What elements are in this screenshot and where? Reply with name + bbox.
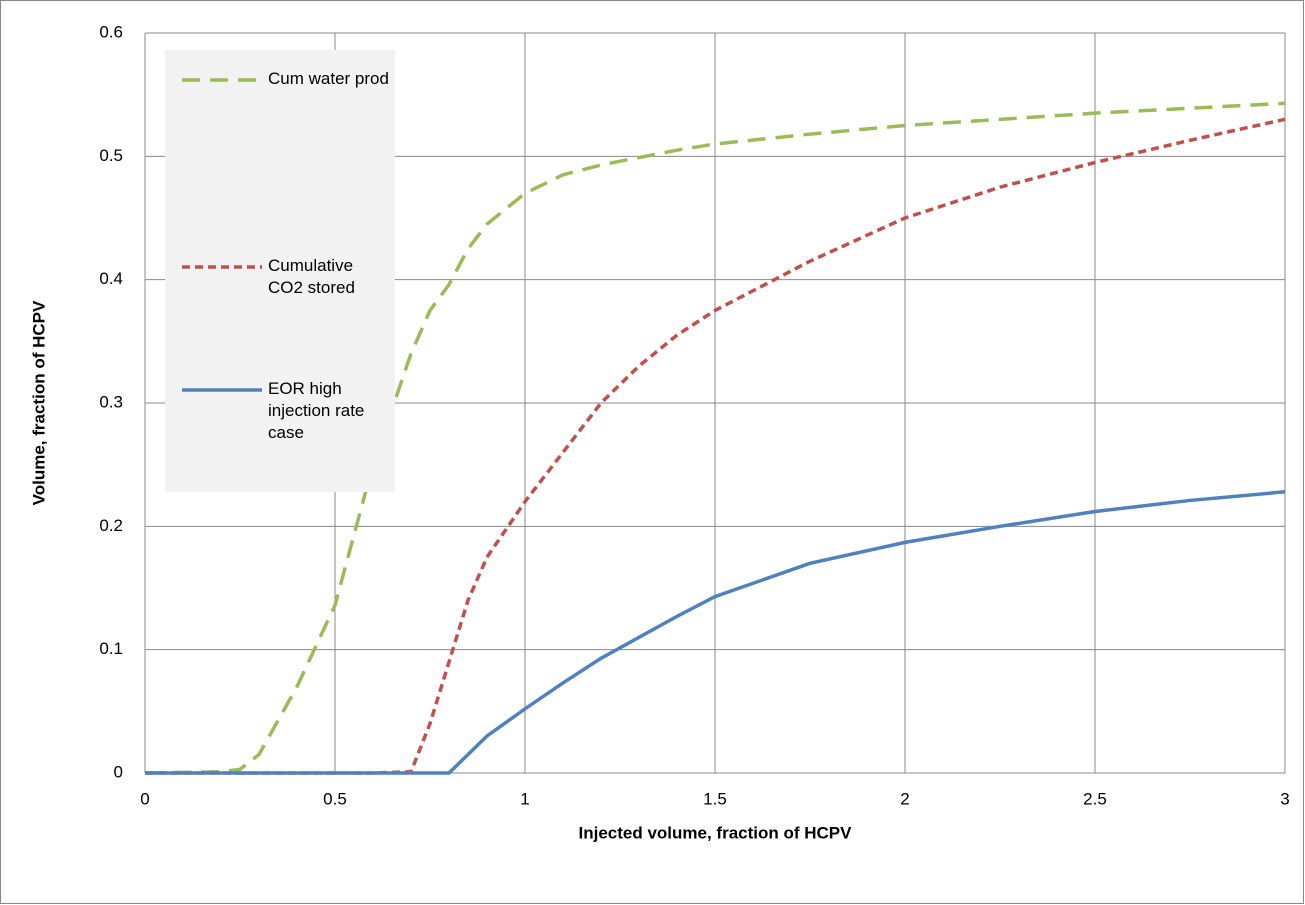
x-tick-label: 1 xyxy=(520,789,529,808)
legend-box xyxy=(165,50,395,492)
x-axis-title: Injected volume, fraction of HCPV xyxy=(579,823,853,842)
y-tick-label: 0.1 xyxy=(99,639,123,658)
x-tick-label: 1.5 xyxy=(703,789,727,808)
legend-label: Cum water prod xyxy=(268,69,389,88)
y-tick-label: 0 xyxy=(114,762,123,781)
legend-label: EOR high injection rate case xyxy=(268,379,365,442)
y-tick-label: 0.2 xyxy=(99,516,123,535)
x-tick-label: 0 xyxy=(140,789,149,808)
y-tick-label: 0.5 xyxy=(99,146,123,165)
x-tick-label: 2 xyxy=(900,789,909,808)
y-tick-label: 0.3 xyxy=(99,392,123,411)
series-line xyxy=(144,101,1286,775)
y-axis-title: Volume, fraction of HCPV xyxy=(29,300,48,505)
legend-entry: EOR high injection rate case xyxy=(268,379,365,442)
y-tick-label: 0.4 xyxy=(99,269,123,288)
series-line xyxy=(145,490,1286,775)
legend-entry: Cum water prod xyxy=(268,69,389,88)
y-tick-label: 0.6 xyxy=(99,22,123,41)
x-tick-label: 2.5 xyxy=(1083,789,1107,808)
x-tick-label: 3 xyxy=(1280,789,1289,808)
legend-label: Cumulative CO2 stored xyxy=(268,256,355,297)
x-tick-label: 0.5 xyxy=(323,789,347,808)
legend-entry: Cumulative CO2 stored xyxy=(268,256,355,297)
